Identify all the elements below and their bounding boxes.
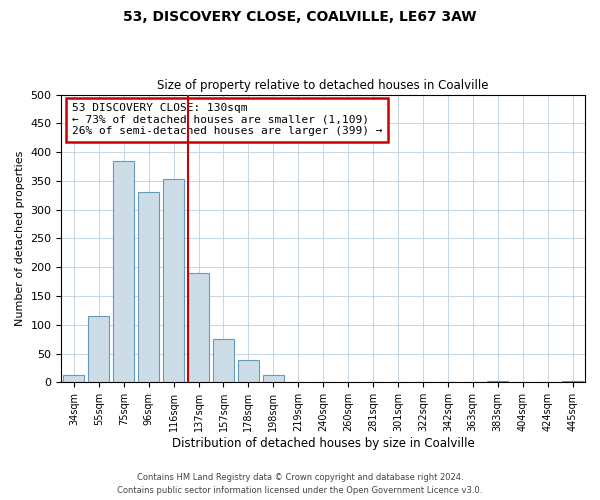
Bar [63,376,85,382]
Text: 53 DISCOVERY CLOSE: 130sqm
← 73% of detached houses are smaller (1,109)
26% of s: 53 DISCOVERY CLOSE: 130sqm ← 73% of deta… [72,103,382,136]
Y-axis label: Number of detached properties: Number of detached properties [15,151,25,326]
Bar [562,381,583,382]
Bar [88,316,109,382]
Text: 53, DISCOVERY CLOSE, COALVILLE, LE67 3AW: 53, DISCOVERY CLOSE, COALVILLE, LE67 3AW [123,10,477,24]
Bar [113,160,134,382]
Bar [213,338,234,382]
Bar [487,381,508,382]
Text: Contains HM Land Registry data © Crown copyright and database right 2024.
Contai: Contains HM Land Registry data © Crown c… [118,474,482,495]
Bar [263,376,284,382]
X-axis label: Distribution of detached houses by size in Coalville: Distribution of detached houses by size … [172,437,475,450]
Bar [238,360,259,382]
Bar [163,179,184,382]
Bar [138,192,159,382]
Title: Size of property relative to detached houses in Coalville: Size of property relative to detached ho… [157,79,489,92]
Bar [188,273,209,382]
